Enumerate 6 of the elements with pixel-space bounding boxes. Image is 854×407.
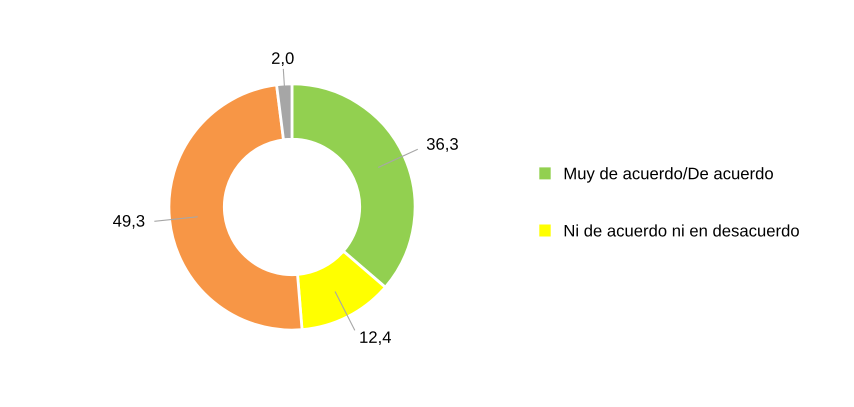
legend-label: Ni de acuerdo ni en desacuerdo [564,224,799,237]
data-label: 36,3 [426,138,458,152]
data-label: 2,0 [272,52,294,66]
data-label: 12,4 [360,331,391,346]
legend-label: Muy de acuerdo/De acuerdo [564,167,773,183]
data-label: 49,3 [113,214,144,229]
